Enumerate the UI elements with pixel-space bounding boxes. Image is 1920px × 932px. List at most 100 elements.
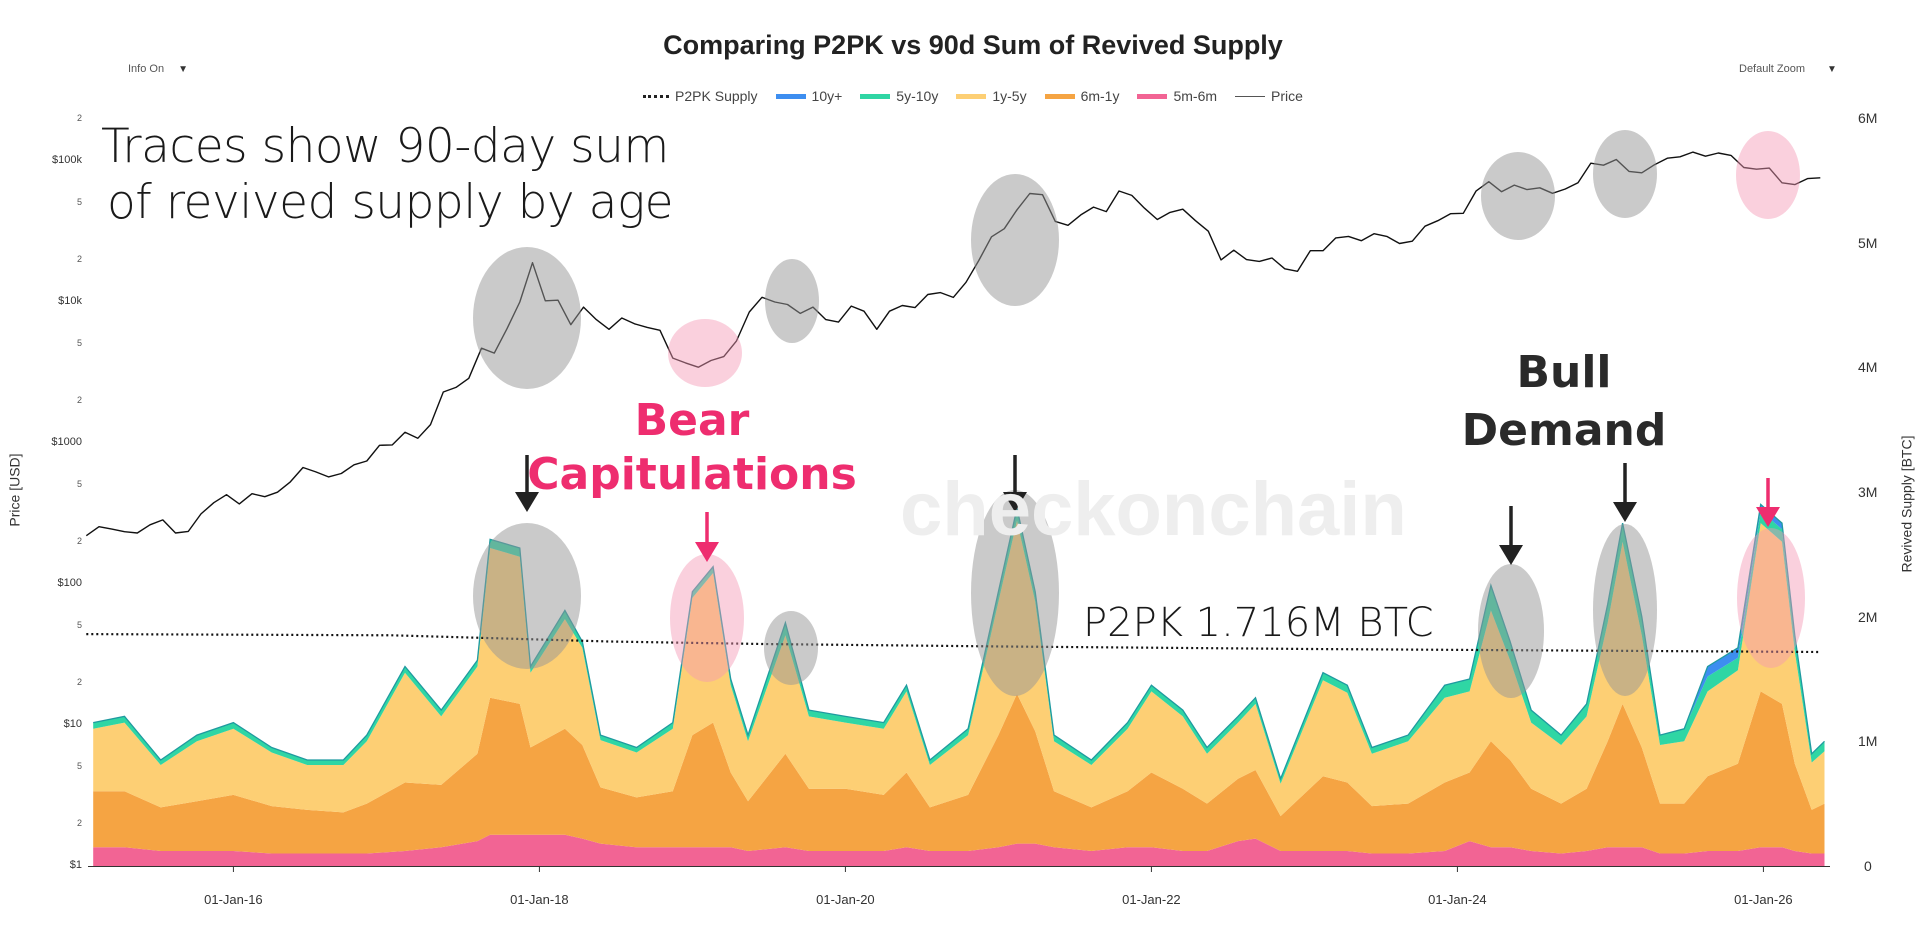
area-5m-6m xyxy=(93,834,1825,866)
highlight-ellipse-pink xyxy=(670,554,744,682)
legend-line-icon xyxy=(1235,95,1266,97)
legend: P2PK Supply 10y+ 5y-10y 1y-5y 6m-1y 5m-6m Pric… xyxy=(0,88,1920,104)
down-arrow-icon xyxy=(515,455,539,512)
down-arrow-icon xyxy=(1003,455,1027,512)
y-left-tick-label: 5 xyxy=(76,197,82,208)
arrow-head xyxy=(1756,507,1780,527)
y-right-tick-label: 3M xyxy=(1858,483,1878,500)
area-1y-5y xyxy=(93,520,1825,817)
y-left-tick-label: $100 xyxy=(57,577,82,589)
legend-swatch xyxy=(775,93,806,99)
legend-label: P2PK Supply xyxy=(675,88,758,104)
legend-item[interactable]: 5y-10y xyxy=(860,88,938,104)
legend-item[interactable]: 6m-1y xyxy=(1044,88,1120,104)
x-tick-label: 01-Jan-22 xyxy=(1122,892,1181,907)
chevron-down-icon: ▼ xyxy=(178,64,188,75)
highlight-ellipse-gray xyxy=(1593,130,1657,218)
y-right-tick-label: 1M xyxy=(1858,733,1878,750)
highlight-ellipse-gray xyxy=(1478,564,1544,698)
x-tick-label: 01-Jan-26 xyxy=(1734,892,1793,907)
legend-line-icon xyxy=(643,94,670,98)
down-arrow-icon xyxy=(695,512,719,562)
y-left-tick-label: 2 xyxy=(76,535,82,546)
highlight-ellipse-gray xyxy=(765,259,819,343)
y-left-axis-title: Price [USD] xyxy=(6,453,23,527)
y-left-tick-label: $1000 xyxy=(51,436,82,448)
y-right-tick-label: 4M xyxy=(1858,359,1878,376)
zoom-select[interactable]: Default Zoom ▼ xyxy=(1739,63,1837,75)
highlight-ellipse-pink xyxy=(668,319,742,387)
info-toggle[interactable]: Info On ▼ xyxy=(128,63,188,75)
area-5y-10y xyxy=(93,508,1825,784)
highlight-ellipse-gray xyxy=(971,174,1059,306)
highlight-ellipse-pink xyxy=(1736,131,1800,219)
legend-label: 5m-6m xyxy=(1173,88,1218,104)
legend-swatch xyxy=(956,93,987,99)
highlight-ellipse-gray xyxy=(764,611,818,685)
bull-line2: Demand xyxy=(1461,405,1667,456)
revived-supply-areas xyxy=(93,503,1825,866)
annotation-traces-line2: of revived supply by age xyxy=(107,175,674,230)
legend-label: 10y+ xyxy=(811,88,843,104)
y-left-tick-label: 2 xyxy=(76,253,82,264)
legend-swatch xyxy=(860,93,891,99)
legend-item[interactable]: 1y-5y xyxy=(956,88,1027,104)
y-left-tick-label: 2 xyxy=(76,112,82,123)
y-left-tick-label: $100k xyxy=(52,154,82,166)
highlight-ellipse-gray xyxy=(473,523,581,669)
highlight-ellipse-gray xyxy=(473,247,581,389)
legend-item[interactable]: 10y+ xyxy=(775,88,843,104)
area-6m-1y xyxy=(93,691,1825,854)
y-left-tick-label: $10k xyxy=(58,295,82,307)
down-arrow-icon xyxy=(1756,478,1780,527)
y-right-tick-label: 6M xyxy=(1858,109,1878,126)
highlight-ellipse-gray xyxy=(971,490,1059,696)
legend-label: 1y-5y xyxy=(992,88,1027,104)
y-left-tick-label: $1 xyxy=(69,859,82,871)
legend-item[interactable]: Price xyxy=(1235,88,1303,104)
highlight-ellipse-gray xyxy=(1481,152,1555,240)
y-left-tick-label: 5 xyxy=(76,479,82,490)
arrow-head xyxy=(1003,492,1027,512)
bear-line1: Bear xyxy=(634,395,750,446)
y-left-tick-label: 2 xyxy=(76,676,82,687)
info-toggle-label: Info On xyxy=(128,63,165,75)
annotation-bull-demand: Bull Demand xyxy=(1462,344,1667,460)
arrow-head xyxy=(695,542,719,562)
annotation-traces-line1: Traces show 90-day sum xyxy=(101,119,669,174)
legend-label: Price xyxy=(1271,88,1303,104)
watermark: checkonchain xyxy=(900,467,1407,552)
annotation-p2pk-label: P2PK 1.716M BTC xyxy=(1083,600,1434,646)
legend-label: 6m-1y xyxy=(1080,88,1120,104)
y-right-tick-label: 2M xyxy=(1858,608,1878,625)
x-tick-label: 01-Jan-18 xyxy=(510,892,569,907)
y-left-tick-label: 2 xyxy=(76,394,82,405)
legend-swatch xyxy=(1044,93,1075,99)
down-arrow-icon xyxy=(1499,506,1523,565)
bear-line2: Capitulations xyxy=(527,449,857,500)
annotation-bear-capitulations: Bear Capitulations xyxy=(527,394,857,502)
highlight-ellipse-gray xyxy=(1593,524,1657,696)
legend-label: 5y-10y xyxy=(896,88,939,104)
bull-line1: Bull xyxy=(1516,347,1612,398)
p2pk-supply-line xyxy=(86,632,1821,654)
y-left-tick-label: $10 xyxy=(63,718,82,730)
highlight-ellipses xyxy=(473,130,1805,698)
annotation-arrows xyxy=(515,455,1780,565)
arrow-head xyxy=(1613,502,1637,522)
highlight-ellipse-pink xyxy=(1737,528,1805,668)
x-tick-label: 01-Jan-20 xyxy=(816,892,875,907)
y-left-tick-label: 2 xyxy=(76,817,82,828)
x-tick-label: 01-Jan-16 xyxy=(204,892,263,907)
y-right-tick-label: 5M xyxy=(1858,234,1878,251)
legend-item[interactable]: P2PK Supply xyxy=(643,88,758,104)
arrow-head xyxy=(1499,545,1523,565)
legend-swatch xyxy=(1137,93,1168,99)
x-tick-label: 01-Jan-24 xyxy=(1428,892,1487,907)
chevron-down-icon: ▼ xyxy=(1827,64,1837,75)
legend-item[interactable]: 5m-6m xyxy=(1137,88,1217,104)
axes xyxy=(88,866,1830,872)
p2pk-supply-series xyxy=(86,632,1821,654)
y-right-axis-title: Revived Supply [BTC] xyxy=(1898,435,1915,573)
